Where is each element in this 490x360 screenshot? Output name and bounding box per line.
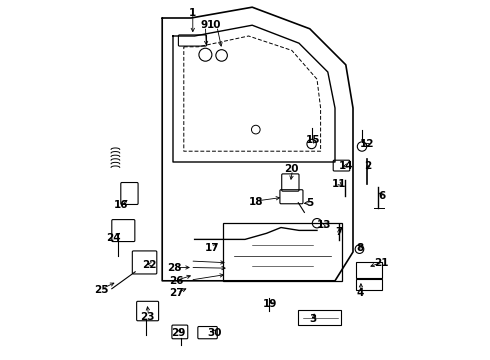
Text: 11: 11	[331, 179, 346, 189]
Text: 14: 14	[339, 161, 353, 171]
Text: 15: 15	[306, 135, 320, 145]
Text: 25: 25	[94, 285, 108, 295]
Text: 18: 18	[248, 197, 263, 207]
Text: 2: 2	[364, 161, 371, 171]
Text: 4: 4	[357, 288, 364, 298]
Text: 3: 3	[310, 314, 317, 324]
Text: 1: 1	[189, 8, 196, 18]
Text: 23: 23	[141, 312, 155, 322]
Text: 8: 8	[357, 243, 364, 253]
Text: 24: 24	[106, 233, 121, 243]
Text: 20: 20	[285, 164, 299, 174]
Text: 9: 9	[200, 20, 207, 30]
Text: 28: 28	[168, 263, 182, 273]
Text: 21: 21	[374, 258, 389, 268]
Text: 19: 19	[263, 299, 277, 309]
Text: 26: 26	[170, 276, 184, 286]
Text: 7: 7	[335, 227, 343, 237]
Text: 22: 22	[143, 260, 157, 270]
Text: 10: 10	[207, 20, 221, 30]
Text: 6: 6	[378, 191, 386, 201]
Text: 30: 30	[207, 328, 221, 338]
Text: 5: 5	[306, 198, 314, 208]
Text: 16: 16	[114, 200, 128, 210]
Text: 29: 29	[171, 328, 186, 338]
Text: 13: 13	[317, 220, 331, 230]
Text: 27: 27	[169, 288, 184, 298]
Text: 17: 17	[205, 243, 220, 253]
Text: 12: 12	[360, 139, 375, 149]
